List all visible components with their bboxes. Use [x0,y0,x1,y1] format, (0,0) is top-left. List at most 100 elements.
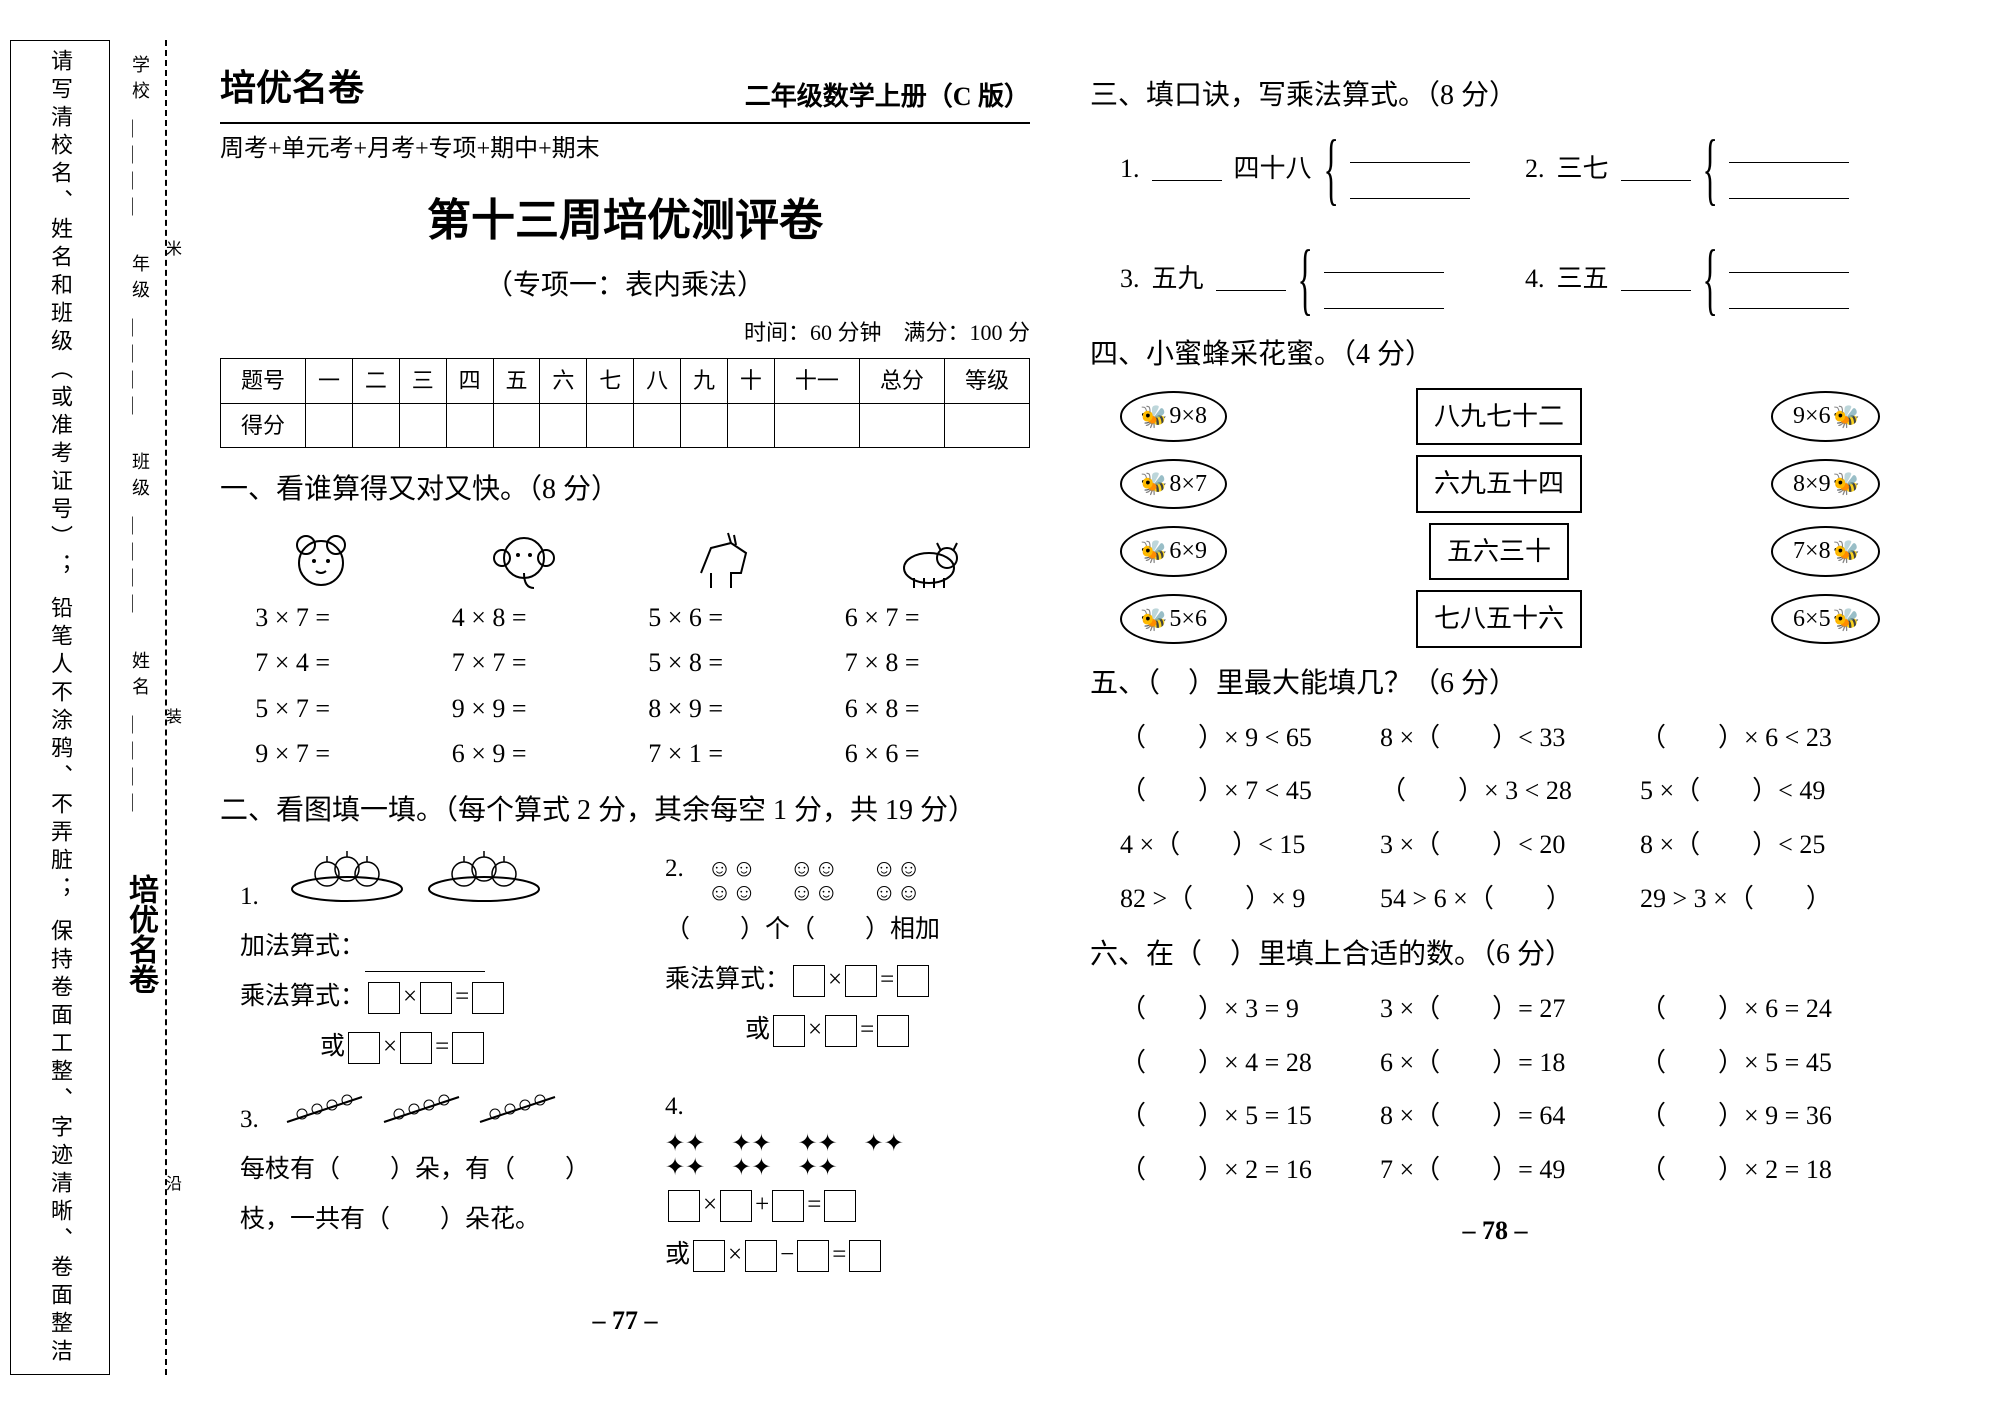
s6-item: 3 ×（ ）= 27 [1380,988,1640,1030]
s1-icons [220,523,1030,593]
s2-q4: 4. ✦✦✦✦ ✦✦✦✦ ✦✦✦✦ ✦✦ ×+= 或×−= [665,1082,1030,1280]
s3-item: 1. 四十八 { [1120,139,1495,199]
calc: 8 × 9 = [648,688,798,730]
branch-icon [379,1082,469,1127]
s3-item: 3. 五九 { [1120,249,1495,309]
s4-title: 四、小蜜蜂采花蜜。（4 分） [1090,333,1900,378]
side-note-2: 铅笔人不涂鸦、不弄脏； [44,596,76,904]
bee-answer: 七八五十六 [1416,590,1582,648]
logo: 培优名卷 [220,60,364,118]
bee-answer: 六九五十四 [1416,455,1582,513]
s3-item: 4. 三五 { [1525,249,1900,309]
s6-item: （ ）× 2 = 18 [1640,1149,1900,1191]
bee-answer: 五六三十 [1429,523,1569,581]
calc: 7 × 4 = [255,642,405,684]
branch-icon [475,1082,565,1127]
s2-title: 二、看图填一填。（每个算式 2 分，其余每空 1 分，共 19 分） [220,789,1030,834]
calc: 7 × 1 = [648,733,798,775]
bee-right: 6×5 [1771,594,1880,644]
s6-item: （ ）× 5 = 15 [1120,1095,1380,1137]
face-group: ☺☺☺☺ [790,857,841,905]
bee-row: 6×9 五六三十 7×8 [1120,523,1880,581]
blank[interactable] [365,948,485,972]
bee-row: 9×8 八九七十二 9×6 [1120,388,1880,446]
bee-left: 9×8 [1120,391,1227,441]
side-note-3: 保持卷面工整、字迹清晰、卷面整洁 [44,919,76,1367]
s5-item: 29 > 3 ×（ ） [1640,878,1900,920]
main-title: 第十三周培优测评卷 [220,186,1030,256]
s6-item: 6 ×（ ）= 18 [1380,1042,1640,1084]
bee-left: 6×9 [1120,526,1227,576]
bee-left: 5×6 [1120,594,1227,644]
sparkle-row: ✦✦✦✦ ✦✦✦✦ ✦✦✦✦ ✦✦ [665,1132,1030,1180]
grade-label: 二年级数学上册（C 版） [745,76,1030,118]
fold-line: 米 装 沿 [165,40,185,1375]
s6-item: （ ）× 3 = 9 [1120,988,1380,1030]
s3-grid: 1. 四十八 { 2. 三七 { 3. [1090,129,1900,319]
page-num-left: – 77 – [220,1300,1030,1342]
page-num-right: – 78 – [1090,1210,1900,1252]
calc: 6 × 8 = [845,688,995,730]
calc: 5 × 6 = [648,597,798,639]
s5-item: 4 ×（ ）< 15 [1120,824,1380,866]
s6-item: （ ）× 5 = 45 [1640,1042,1900,1084]
s2-q3: 3. 每枝有（ ）朵，有（ ） 枝，一共有（ ）朵花。 [240,1082,605,1280]
s5-item: （ ）× 7 < 45 [1120,770,1380,812]
bee-row: 8×7 六九五十四 8×9 [1120,455,1880,513]
s6-item: 8 ×（ ）= 64 [1380,1095,1640,1137]
info-name: 姓名 ＿＿＿＿ [127,651,153,820]
s6-item: （ ）× 2 = 16 [1120,1149,1380,1191]
bee-right: 7×8 [1771,526,1880,576]
s5-item: （ ）× 6 < 23 [1640,717,1900,759]
plate-icon [282,844,412,904]
page-wrapper: 请写清校名、姓名和班级（或准考证号）； 铅笔人不涂鸦、不弄脏； 保持卷面工整、字… [0,0,2000,1415]
s6-item: 7 ×（ ）= 49 [1380,1149,1640,1191]
header: 培优名卷 二年级数学上册（C 版） [220,60,1030,124]
s5-item: （ ）× 3 < 28 [1380,770,1640,812]
calc: 5 × 7 = [255,688,405,730]
main-subtitle: （专项一：表内乘法） [220,264,1030,309]
s2-q1: 1. 加法算式： 乘法算式：×= 或×= [240,844,605,1072]
fold-label-3: 沿 [159,1175,183,1191]
side-note-1: 请写清校名、姓名和班级（或准考证号）； [44,49,76,581]
side-tab: 请写清校名、姓名和班级（或准考证号）； 铅笔人不涂鸦、不弄脏； 保持卷面工整、字… [10,40,110,1375]
s5-item: （ ）× 9 < 65 [1120,717,1380,759]
s2-row1: 1. 加法算式： 乘法算式：×= 或×= 2. ☺☺☺☺ ☺☺☺☺ ☺☺☺☺ （… [220,844,1030,1072]
face-group: ☺☺☺☺ [707,857,758,905]
s6-item: （ ）× 9 = 36 [1640,1095,1900,1137]
monkey-icon [484,523,564,593]
score-table: 题号 一 二 三 四 五 六 七 八 九 十 十一 总分 等级 得分 [220,358,1030,447]
s6-grid: （ ）× 3 = 9 3 ×（ ）= 27 （ ）× 6 = 24 （ ）× 4… [1090,988,1900,1190]
horse-icon [686,523,766,593]
calc: 9 × 9 = [452,688,602,730]
q2-text: （ ）个（ ）相加 [665,905,1030,955]
calc: 7 × 7 = [452,642,602,684]
s5-item: 5 ×（ ）< 49 [1640,770,1900,812]
info-grade: 年级 ＿＿＿＿ [127,254,153,423]
s3-item: 2. 三七 { [1525,139,1900,199]
bee-right: 9×6 [1771,391,1880,441]
s6-item: （ ）× 6 = 24 [1640,988,1900,1030]
s6-title: 六、在（ ）里填上合适的数。（6 分） [1090,933,1900,978]
calc: 4 × 8 = [452,597,602,639]
s5-item: 8 ×（ ）< 25 [1640,824,1900,866]
header-sub: 周考+单元考+月考+专项+期中+期末 [220,130,1030,168]
s5-item: 82 >（ ）× 9 [1120,878,1380,920]
s2-row2: 3. 每枝有（ ）朵，有（ ） 枝，一共有（ ）朵花。 4. ✦✦✦✦ ✦✦✦✦… [220,1082,1030,1280]
s1-grid: 3 × 7 = 4 × 8 = 5 × 6 = 6 × 7 = 7 × 4 = … [220,597,1030,775]
fold-label-2: 装 [159,708,183,724]
bee-right: 8×9 [1771,459,1880,509]
page-left: 培优名卷 二年级数学上册（C 版） 周考+单元考+月考+专项+期中+期末 第十三… [190,0,1060,1415]
s5-title: 五、（ ）里最大能填几？（6 分） [1090,662,1900,707]
s5-item: 54 > 6 ×（ ） [1380,878,1640,920]
side-brand: 培优名卷 [118,874,162,994]
calc: 9 × 7 = [255,733,405,775]
info-class: 班级 ＿＿＿＿ [127,452,153,621]
bee-row: 5×6 七八五十六 6×5 [1120,590,1880,648]
score-value-row: 得分 [221,403,1030,447]
s1-title: 一、看谁算得又对又快。（8 分） [220,468,1030,513]
s4-container: 9×8 八九七十二 9×6 8×7 六九五十四 8×9 6×9 五六三十 7×8… [1090,388,1900,648]
s5-grid: （ ）× 9 < 65 8 ×（ ）< 33 （ ）× 6 < 23 （ ）× … [1090,717,1900,919]
s2-q2: 2. ☺☺☺☺ ☺☺☺☺ ☺☺☺☺ （ ）个（ ）相加 乘法算式：×= 或×= [665,844,1030,1072]
calc: 6 × 7 = [845,597,995,639]
